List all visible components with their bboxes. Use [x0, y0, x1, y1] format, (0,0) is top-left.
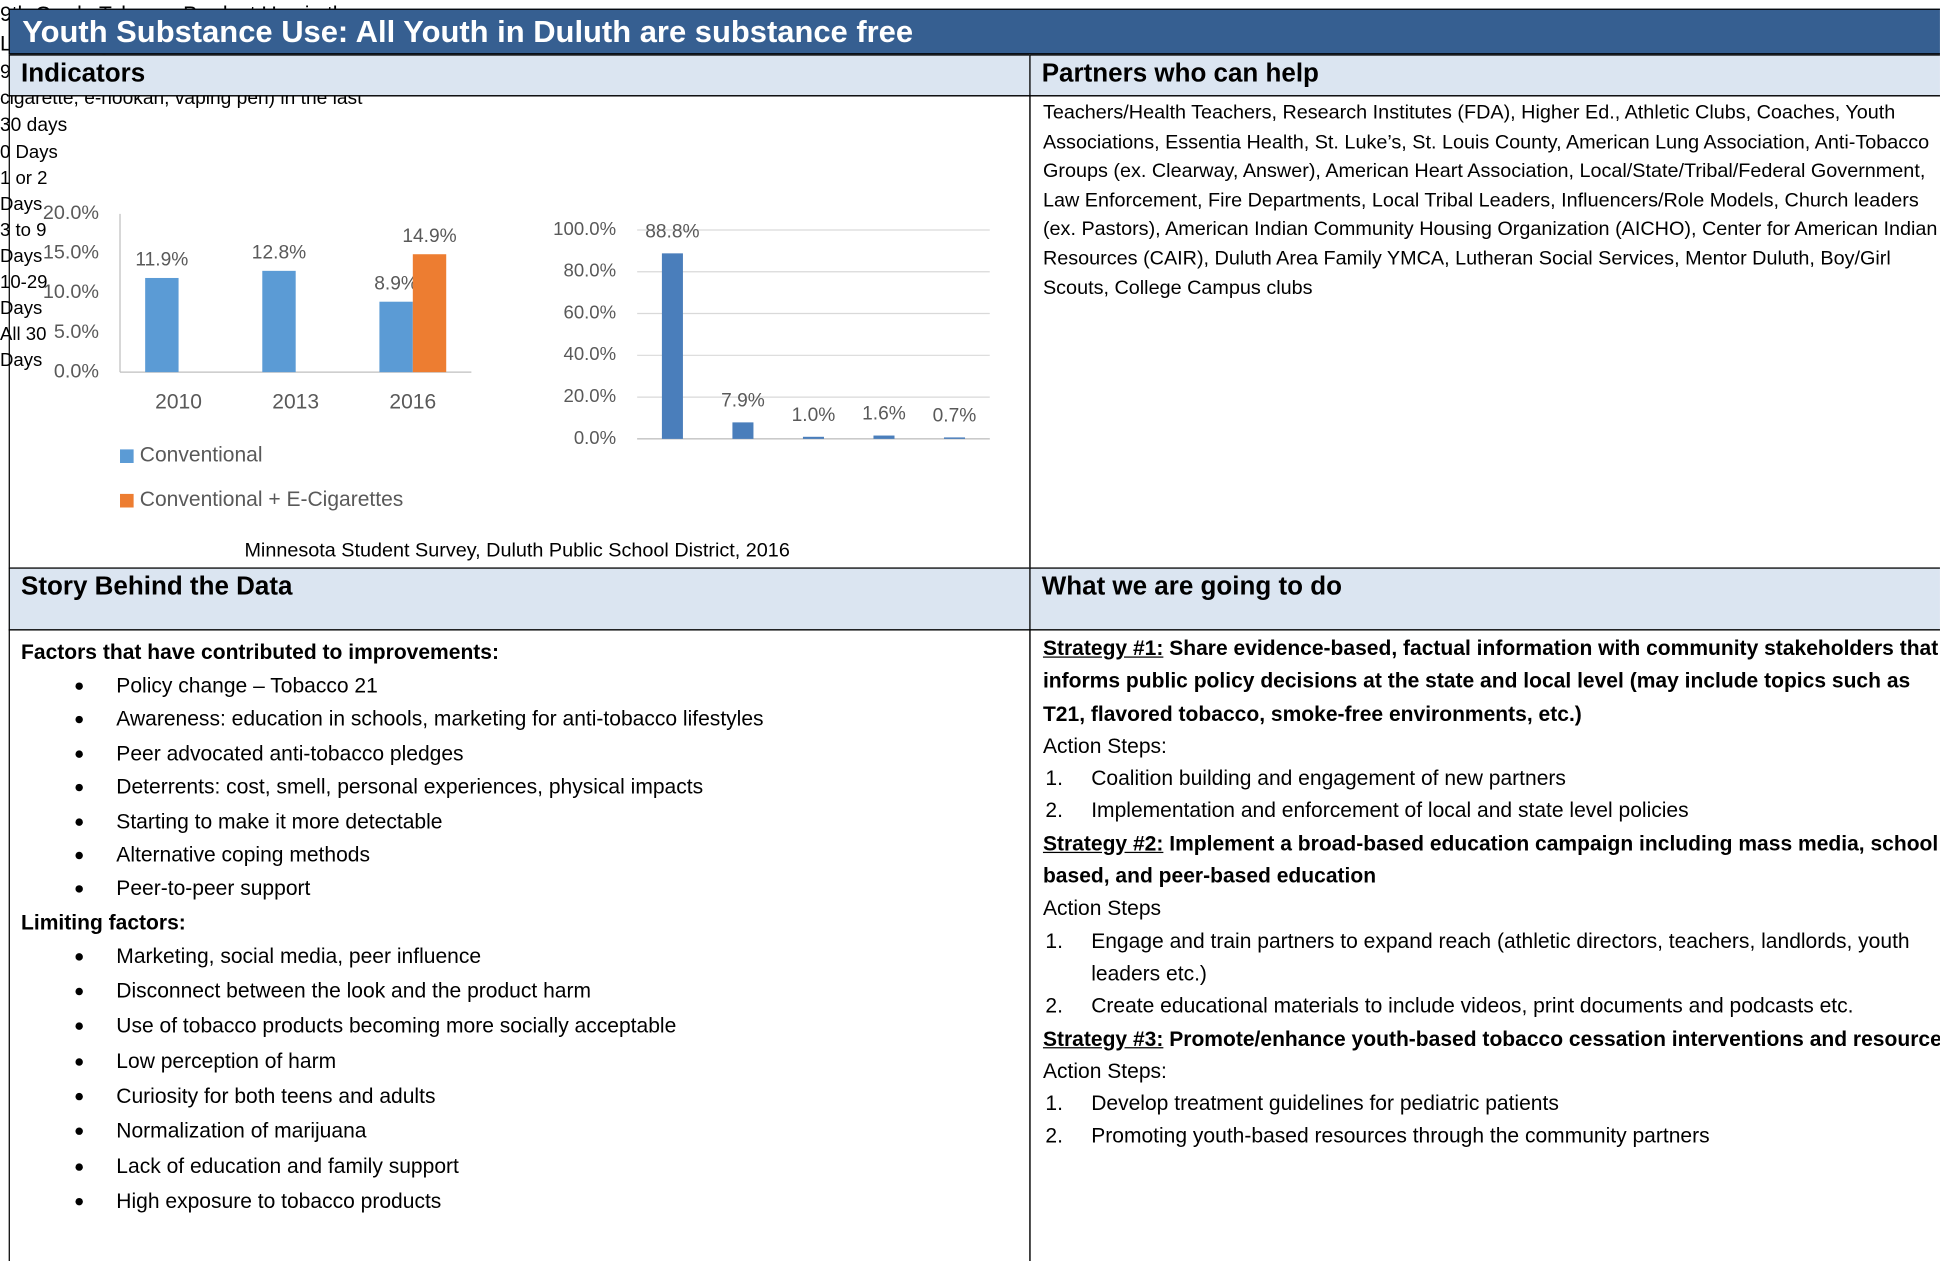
- bar: [262, 270, 296, 373]
- y-tick-label: 40.0%: [564, 343, 617, 364]
- x-tick-label: 3 to 9 Days: [0, 219, 47, 267]
- bullet-item: Curiosity for both teens and adults: [75, 1079, 1018, 1114]
- bullet-list: Marketing, social media, peer influence D…: [21, 939, 1018, 1219]
- section-heading: Limiting factors:: [21, 910, 186, 935]
- bar: [732, 422, 754, 439]
- action-step: Coalition building and engagement of new…: [1045, 763, 1566, 796]
- strategy-label: Strategy #1:: [1042, 636, 1164, 661]
- legend-swatch: [120, 493, 134, 508]
- bullet-item: Marketing, social media, peer influence: [75, 939, 1018, 974]
- y-tick-label: 10.0%: [43, 281, 99, 303]
- x-tick-label: 2013: [272, 391, 319, 414]
- value-label: 14.9%: [402, 226, 456, 247]
- bullet-item: Normalization of marijuana: [75, 1114, 1018, 1149]
- action-steps-heading: Action Steps: [1042, 896, 1162, 921]
- bullet-item: Peer-to-peer support: [75, 872, 1018, 906]
- action-step: Engage and train partners to expand reac…: [1045, 926, 1910, 986]
- action-step: Promoting youth-based resources through …: [1045, 1121, 1710, 1154]
- x-tick-label: 0 Days: [0, 141, 58, 163]
- bullet-item: Starting to make it more detectable: [75, 804, 1018, 838]
- page-title: Youth Substance Use: All Youth in Duluth…: [8, 8, 1940, 55]
- y-tick-label: 15.0%: [43, 242, 99, 264]
- action-steps-heading: Action Steps:: [1042, 734, 1167, 758]
- bullet-item: Policy change – Tobacco 21: [75, 669, 1018, 703]
- bullet-list: Policy change – Tobacco 21 Awareness: edu…: [21, 669, 1018, 906]
- indicators-heading: Indicators: [8, 54, 1031, 97]
- bullet-item: Peer advocated anti-tobacco pledges: [75, 737, 1018, 771]
- action-step: Develop treatment guidelines for pediatr…: [1045, 1088, 1559, 1121]
- partners-text: Teachers/Health Teachers, Research Insti…: [1042, 102, 1938, 299]
- bullet-item: High exposure to tobacco products: [75, 1184, 1018, 1219]
- bar: [661, 253, 683, 439]
- x-tick-label: 1 or 2 Days: [0, 167, 48, 215]
- bar: [873, 435, 895, 439]
- plan-panel: Strategy #1: Share evidence-based, factu…: [1029, 629, 1940, 1261]
- y-tick-label: 80.0%: [564, 260, 617, 281]
- y-tick-label: 60.0%: [564, 301, 617, 322]
- story-panel: Factors that have contributed to improve…: [8, 629, 1031, 1261]
- partners-heading: Partners who can help: [1029, 54, 1940, 97]
- y-tick-label: 20.0%: [43, 202, 99, 224]
- bar: [802, 436, 824, 439]
- action-steps: Engage and train partners to expand reac…: [1043, 926, 1940, 1024]
- bar: [943, 437, 966, 439]
- bullet-item: Lack of education and family support: [75, 1149, 1018, 1184]
- value-label: 0.7%: [933, 405, 977, 426]
- partners-panel: Teachers/Health Teachers, Research Insti…: [1029, 95, 1940, 569]
- bar: [145, 277, 179, 373]
- value-label: 1.6%: [862, 404, 906, 425]
- strategy: Strategy #1: Share evidence-based, factu…: [1043, 633, 1940, 731]
- y-tick-label: 100.0%: [553, 218, 616, 239]
- action-steps: Coalition building and engagement of new…: [1043, 763, 1940, 828]
- x-tick-label: 10-29 Days: [0, 271, 48, 319]
- bullet-item: Deterrents: cost, smell, personal experi…: [75, 770, 1018, 804]
- strategy: Strategy #2: Implement a broad-based edu…: [1043, 828, 1940, 893]
- bar: [412, 254, 447, 373]
- bullet-item: Use of tobacco products becoming more so…: [75, 1009, 1018, 1044]
- y-tick-label: 20.0%: [564, 385, 617, 406]
- x-tick-label: All 30 Days: [0, 323, 47, 371]
- x-tick-label: 2016: [389, 391, 436, 414]
- value-label: 8.9%: [374, 273, 418, 294]
- value-label: 1.0%: [792, 405, 836, 426]
- section-heading: Factors that have contributed to improve…: [21, 640, 500, 664]
- y-tick-label: 0.0%: [54, 360, 99, 382]
- bullet-item: Awareness: education in schools, marketi…: [75, 703, 1018, 737]
- bullet-item: Disconnect between the look and the prod…: [75, 974, 1018, 1009]
- action-steps: Develop treatment guidelines for pediatr…: [1043, 1088, 1940, 1153]
- bar: [379, 301, 413, 373]
- strategy-label: Strategy #2:: [1042, 831, 1164, 856]
- strategy-text: Promote/enhance youth-based tobacco cess…: [1169, 1026, 1940, 1051]
- value-label: 88.8%: [645, 221, 699, 242]
- bullet-item: Low perception of harm: [75, 1044, 1018, 1079]
- strategy: Strategy #3: Promote/enhance youth-based…: [1043, 1023, 1940, 1056]
- plan-heading: What we are going to do: [1029, 567, 1940, 631]
- strategy-label: Strategy #3:: [1042, 1026, 1164, 1051]
- legend-label: Conventional: [140, 444, 263, 467]
- value-label: 12.8%: [252, 243, 306, 264]
- bullet-item: Alternative coping methods: [75, 838, 1018, 872]
- strategy-text: Implement a broad-based education campai…: [1042, 831, 1939, 888]
- value-label: 11.9%: [135, 250, 188, 271]
- action-step: Implementation and enforcement of local …: [1045, 796, 1689, 829]
- legend-swatch: [120, 449, 134, 463]
- action-step: Create educational materials to include …: [1045, 991, 1854, 1024]
- source-note: Minnesota Student Survey, Duluth Public …: [244, 540, 790, 562]
- strategy-text: Share evidence-based, factual informatio…: [1042, 636, 1939, 726]
- y-tick-label: 5.0%: [54, 321, 99, 343]
- value-label: 7.9%: [721, 390, 765, 411]
- y-tick-label: 0.0%: [574, 427, 616, 448]
- x-tick-label: 2010: [155, 391, 202, 414]
- legend-label: Conventional + E-Cigarettes: [140, 488, 404, 511]
- action-steps-heading: Action Steps:: [1042, 1059, 1167, 1083]
